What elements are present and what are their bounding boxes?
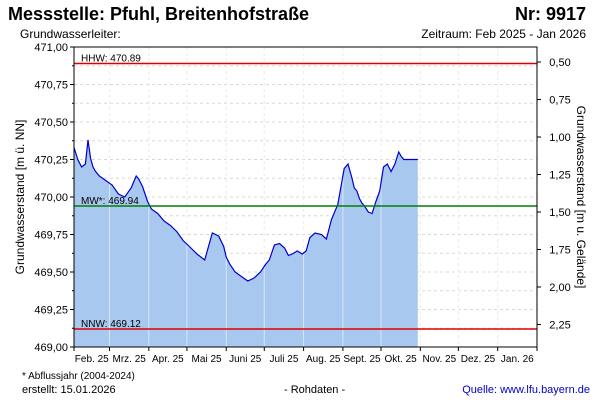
aquifer-label: Grundwasserleiter: <box>20 27 121 41</box>
y-tick-label: 470,50 <box>34 117 68 129</box>
y2-tick-label: 1,75 <box>549 245 570 257</box>
hhw-label: HHW: 470.89 <box>81 54 141 65</box>
y-tick-label: 469,75 <box>34 230 68 242</box>
y-tick-label: 471,00 <box>34 42 68 54</box>
y2-axis-title: Grundwasserstand [m u. Gelände] <box>574 106 588 289</box>
y-tick-label: 469,50 <box>34 267 68 279</box>
x-tick-label: Sept. 25 <box>343 354 381 365</box>
y2-tick-label: 0,75 <box>549 95 570 107</box>
water-level-area <box>74 140 418 347</box>
y-tick-label: 469,00 <box>34 342 68 354</box>
x-tick-label: Jan. 26 <box>501 354 534 365</box>
y-tick-label: 469,25 <box>34 305 68 317</box>
nnw-label: NNW: 469.12 <box>81 319 141 330</box>
y-tick-label: 470,25 <box>34 155 68 167</box>
x-tick-label: Feb. 25 <box>75 354 109 365</box>
y-tick-label: 470,75 <box>34 80 68 92</box>
y2-tick-label: 1,00 <box>549 132 570 144</box>
x-tick-label: Dez. 25 <box>461 354 496 365</box>
y2-tick-label: 0,50 <box>549 57 570 69</box>
raw-data-note: - Rohdaten - <box>284 384 346 396</box>
y2-tick-label: 2,25 <box>549 320 570 332</box>
x-tick-label: Okt. 25 <box>385 354 418 365</box>
created-date: erstellt: 15.01.2026 <box>22 384 116 396</box>
y2-tick-label: 2,00 <box>549 282 570 294</box>
y-tick-label: 470,00 <box>34 192 68 204</box>
water-level-line <box>73 139 418 282</box>
period-label: Zeitraum: Feb 2025 - Jan 2026 <box>421 27 586 41</box>
y2-tick-label: 1,25 <box>549 170 570 182</box>
y-axis-title: Grundwasserstand [m ü. NN] <box>13 120 27 275</box>
x-tick-label: Mai 25 <box>192 354 222 365</box>
x-tick-label: Nov. 25 <box>422 354 456 365</box>
x-tick-label: Aug. 25 <box>306 354 341 365</box>
x-tick-label: Juli 25 <box>269 354 298 365</box>
source-link[interactable]: Quelle: www.lfu.bayern.de <box>462 384 590 396</box>
x-tick-label: Mrz. 25 <box>113 354 147 365</box>
x-tick-label: Juni 25 <box>229 354 262 365</box>
page-title: Messstelle: Pfuhl, Breitenhofstraße <box>8 4 310 24</box>
mw-label: MW*: 469.94 <box>81 196 139 207</box>
y2-tick-label: 1,50 <box>549 207 570 219</box>
x-tick-label: Apr. 25 <box>152 354 184 365</box>
station-number: Nr: 9917 <box>514 4 586 24</box>
footnote: * Abflussjahr (2004-2024) <box>22 371 135 382</box>
